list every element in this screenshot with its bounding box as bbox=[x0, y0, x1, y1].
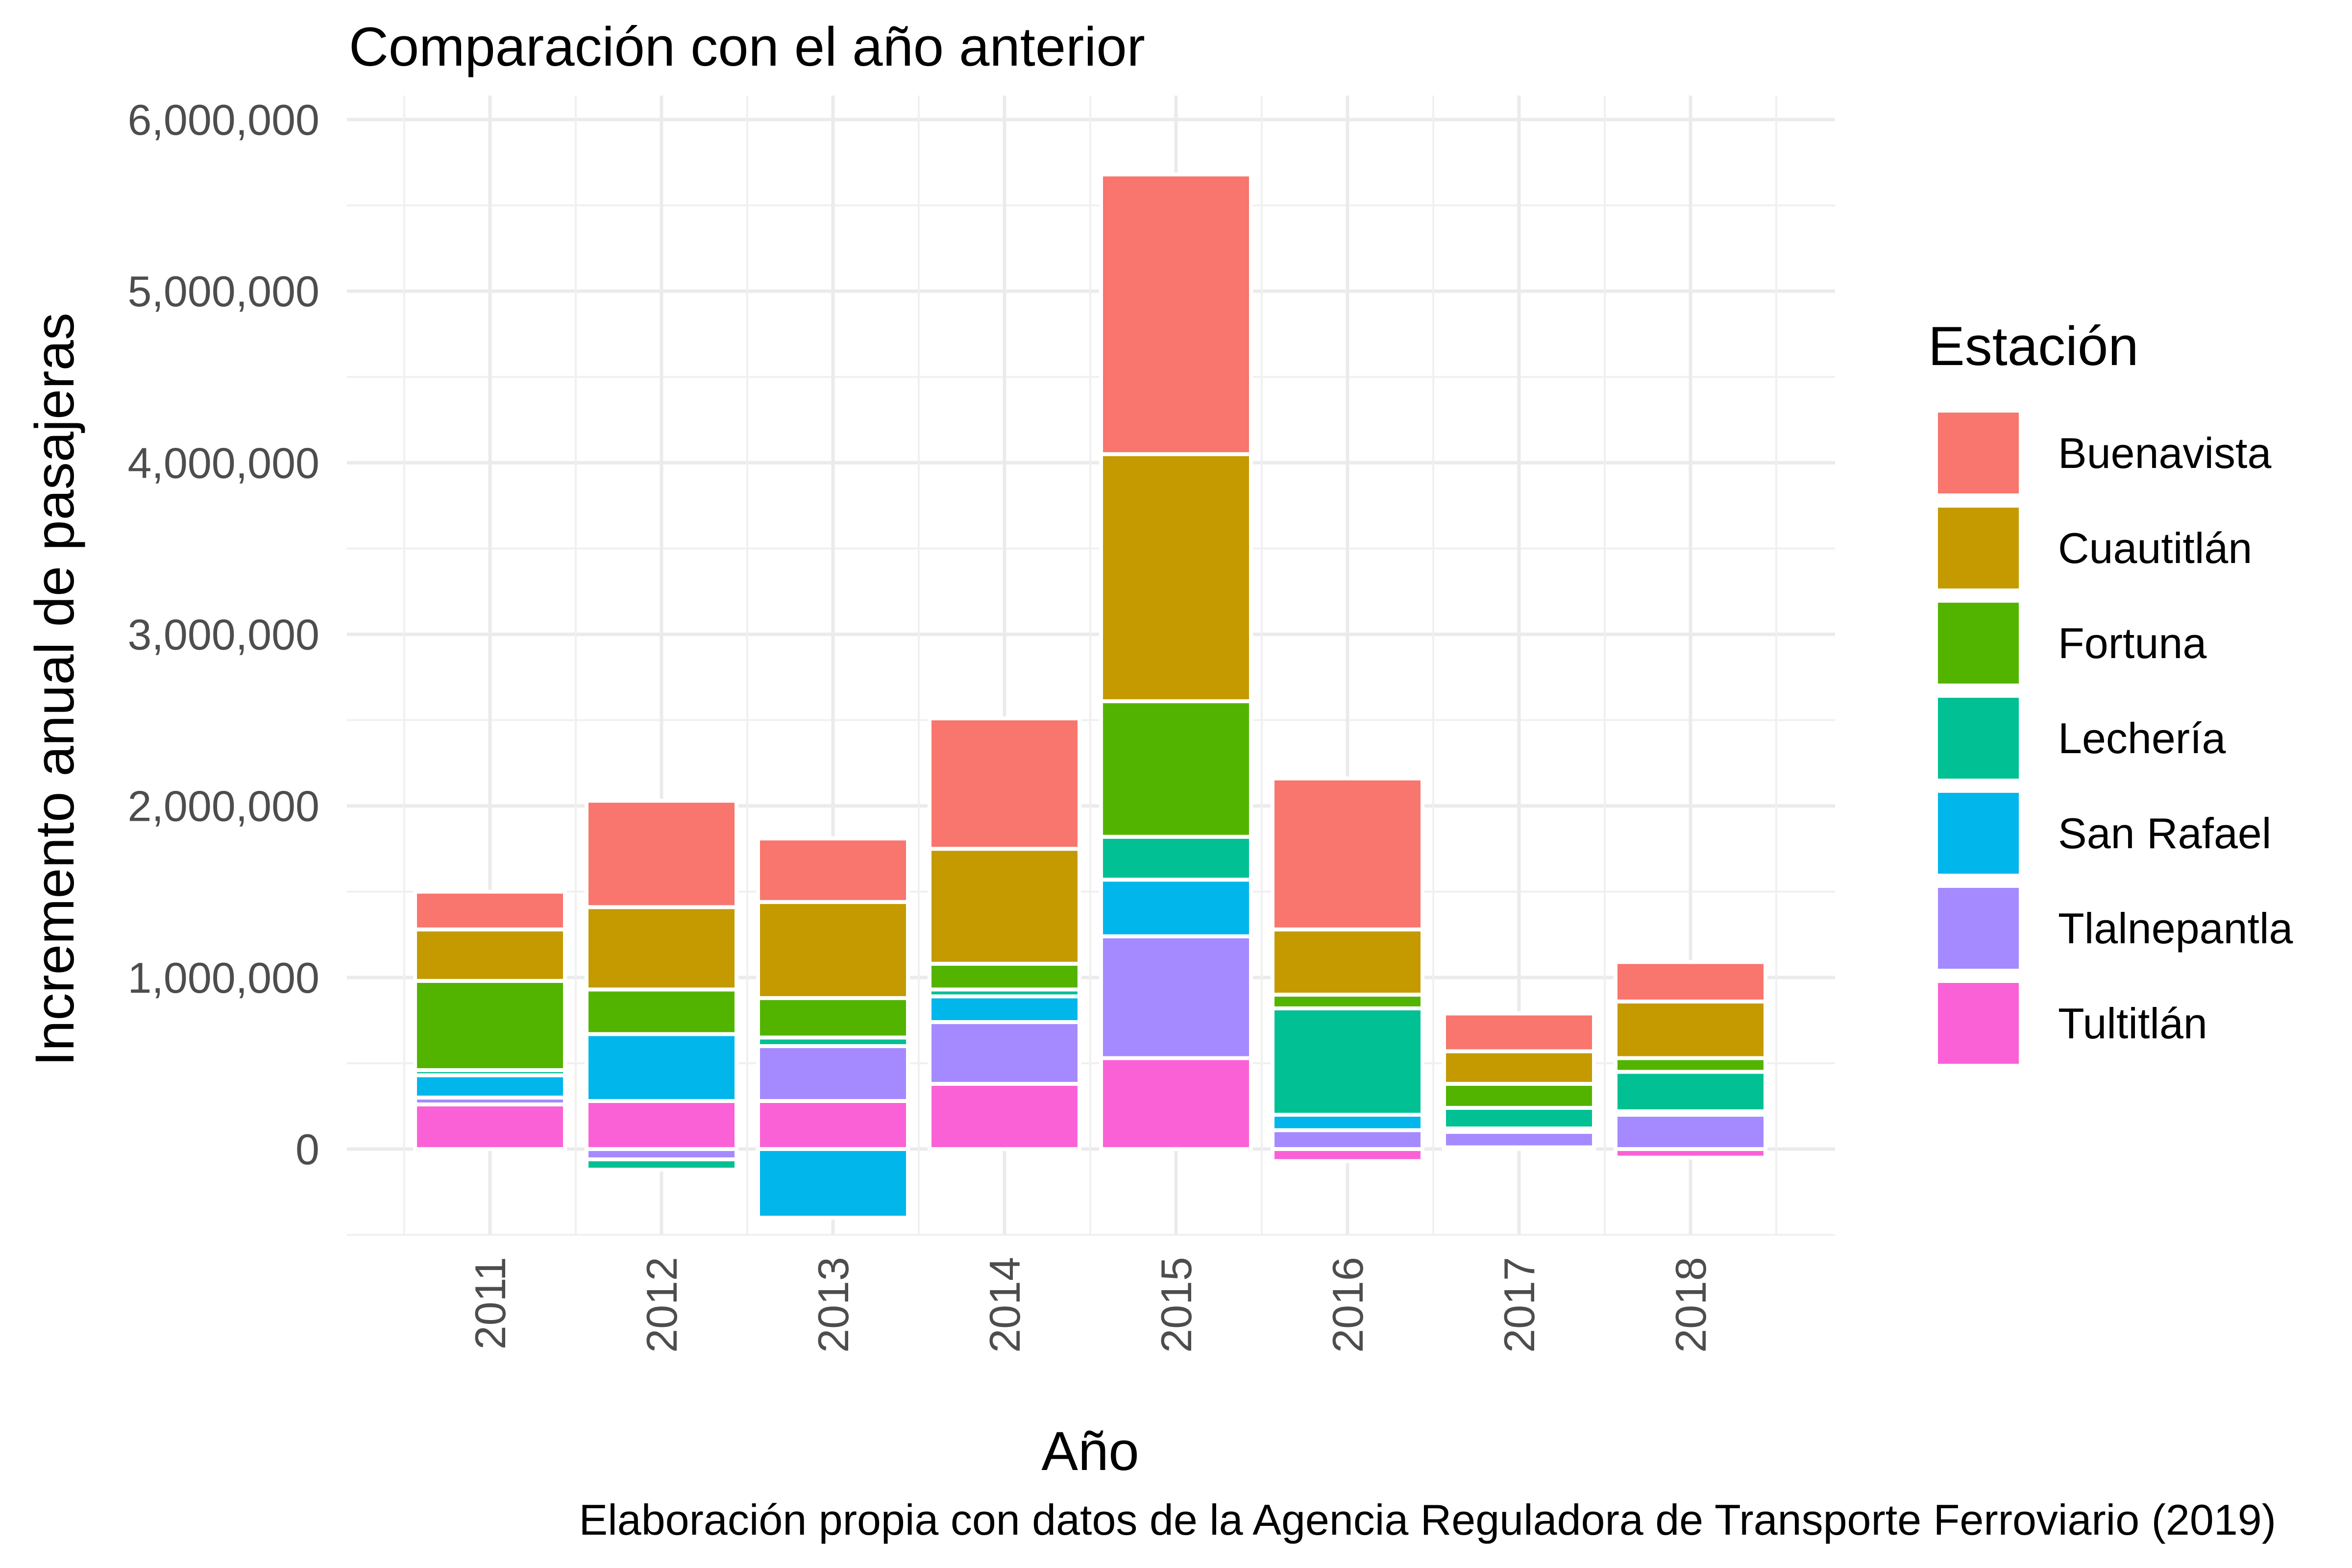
legend-label-lechería: Lechería bbox=[2058, 714, 2226, 762]
bar-san-rafael-2015 bbox=[1099, 878, 1253, 938]
bar-cuautitlán-2011 bbox=[413, 927, 567, 983]
bar-tlalnepantla-2015 bbox=[1099, 934, 1253, 1060]
bar-san-rafael-2014 bbox=[928, 994, 1081, 1024]
bar-san-rafael-2016 bbox=[1271, 1112, 1424, 1132]
legend-items: Buenavista Cuautitlán Fortuna Lechería San R… bbox=[1938, 413, 2293, 1064]
chart-caption: Elaboración propia con datos de la Agenc… bbox=[579, 1495, 2276, 1544]
bar-tultitlán-2011 bbox=[413, 1102, 567, 1152]
bar-fortuna-2012 bbox=[585, 987, 738, 1036]
bar-buenavista-2015 bbox=[1099, 172, 1253, 456]
bar-cuautitlán-2017 bbox=[1442, 1049, 1596, 1086]
x-tick-label: 2017 bbox=[1495, 1257, 1544, 1353]
bar-tultitlán-2014 bbox=[928, 1081, 1081, 1152]
grid bbox=[347, 96, 1835, 1236]
bar-cuautitlán-2013 bbox=[756, 900, 910, 1000]
bar-cuautitlán-2014 bbox=[928, 847, 1081, 966]
bar-tlalnepantla-2017 bbox=[1442, 1129, 1596, 1150]
chart-title: Comparación con el año anterior bbox=[349, 16, 1145, 77]
bar-cuautitlán-2018 bbox=[1614, 999, 1767, 1060]
x-tick-label: 2013 bbox=[809, 1257, 858, 1353]
legend-key-fortuna bbox=[1938, 603, 2019, 684]
bar-san-rafael-2013 bbox=[756, 1147, 910, 1220]
legend: Estación Buenavista Cuautitlán Fortuna Lech… bbox=[1928, 316, 2293, 1064]
bar-fortuna-2017 bbox=[1442, 1081, 1596, 1110]
y-tick-label: 4,000,000 bbox=[128, 439, 320, 487]
bar-fortuna-2015 bbox=[1099, 699, 1253, 839]
x-tick-label: 2016 bbox=[1323, 1257, 1372, 1353]
bar-cuautitlán-2016 bbox=[1271, 927, 1424, 997]
bar-buenavista-2012 bbox=[585, 799, 738, 909]
y-tick-label: 5,000,000 bbox=[128, 267, 320, 316]
x-tick-label: 2015 bbox=[1152, 1257, 1200, 1353]
bar-fortuna-2013 bbox=[756, 996, 910, 1040]
y-tick-label: 1,000,000 bbox=[128, 954, 320, 1002]
legend-label-cuautitlán: Cuautitlán bbox=[2058, 524, 2252, 572]
bar-lechería-2018 bbox=[1614, 1070, 1767, 1113]
bar-fortuna-2014 bbox=[928, 961, 1081, 992]
bar-lechería-2015 bbox=[1099, 834, 1253, 882]
bar-fortuna-2016 bbox=[1271, 992, 1424, 1010]
bar-buenavista-2016 bbox=[1271, 776, 1424, 931]
bar-tultitlán-2016 bbox=[1271, 1147, 1424, 1163]
bar-buenavista-2013 bbox=[756, 836, 910, 904]
bar-lechería-2017 bbox=[1442, 1105, 1596, 1130]
y-tick-label: 0 bbox=[295, 1125, 319, 1174]
x-tick-label: 2012 bbox=[637, 1257, 686, 1353]
legend-key-cuautitlán bbox=[1938, 508, 2019, 588]
bar-tlalnepantla-2018 bbox=[1614, 1112, 1767, 1151]
legend-key-san-rafael bbox=[1938, 793, 2019, 874]
bar-tultitlán-2015 bbox=[1099, 1056, 1253, 1151]
legend-label-tultitlán: Tultitlán bbox=[2058, 999, 2207, 1048]
y-tick-label: 3,000,000 bbox=[128, 611, 320, 659]
legend-key-tlalnepantla bbox=[1938, 888, 2019, 969]
bar-cuautitlán-2012 bbox=[585, 905, 738, 992]
y-tick-label: 2,000,000 bbox=[128, 782, 320, 831]
x-axis-ticks: 2011 2012 2013 2014 2015 2016 2017 2018 bbox=[466, 1257, 1715, 1353]
legend-label-san-rafael: San Rafael bbox=[2058, 809, 2271, 858]
bar-lechería-2016 bbox=[1271, 1006, 1424, 1117]
bar-tultitlán-2013 bbox=[756, 1099, 910, 1152]
legend-key-lechería bbox=[1938, 698, 2019, 779]
bar-buenavista-2011 bbox=[413, 889, 567, 931]
bars bbox=[413, 172, 1767, 1220]
legend-label-fortuna: Fortuna bbox=[2058, 619, 2206, 667]
legend-title: Estación bbox=[1928, 316, 2139, 377]
bar-buenavista-2018 bbox=[1614, 960, 1767, 1004]
x-axis-title: Año bbox=[1041, 1421, 1139, 1482]
bar-lechería-2012 bbox=[585, 1157, 738, 1172]
y-axis-ticks: 0 1,000,000 2,000,000 3,000,000 4,000,000 5,0… bbox=[128, 96, 320, 1174]
bar-fortuna-2018 bbox=[1614, 1056, 1767, 1074]
bar-san-rafael-2011 bbox=[413, 1073, 567, 1100]
legend-label-buenavista: Buenavista bbox=[2058, 429, 2271, 477]
bar-fortuna-2011 bbox=[413, 979, 567, 1072]
bar-tlalnepantla-2016 bbox=[1271, 1128, 1424, 1152]
legend-label-tlalnepantla: Tlalnepantla bbox=[2058, 904, 2293, 953]
bar-cuautitlán-2015 bbox=[1099, 452, 1253, 704]
bar-buenavista-2014 bbox=[928, 716, 1081, 851]
bar-tultitlán-2012 bbox=[585, 1099, 738, 1152]
y-tick-label: 6,000,000 bbox=[128, 96, 320, 144]
x-tick-label: 2014 bbox=[980, 1257, 1029, 1353]
y-axis-title: Incremento anual de pasajeras bbox=[24, 313, 85, 1066]
bar-tlalnepantla-2014 bbox=[928, 1020, 1081, 1086]
x-tick-label: 2018 bbox=[1666, 1257, 1715, 1353]
bar-buenavista-2017 bbox=[1442, 1011, 1596, 1054]
legend-key-tultitlán bbox=[1938, 983, 2019, 1064]
bar-tlalnepantla-2013 bbox=[756, 1044, 910, 1103]
bar-san-rafael-2012 bbox=[585, 1032, 738, 1103]
x-tick-label: 2011 bbox=[466, 1257, 514, 1349]
legend-key-buenavista bbox=[1938, 413, 2019, 493]
